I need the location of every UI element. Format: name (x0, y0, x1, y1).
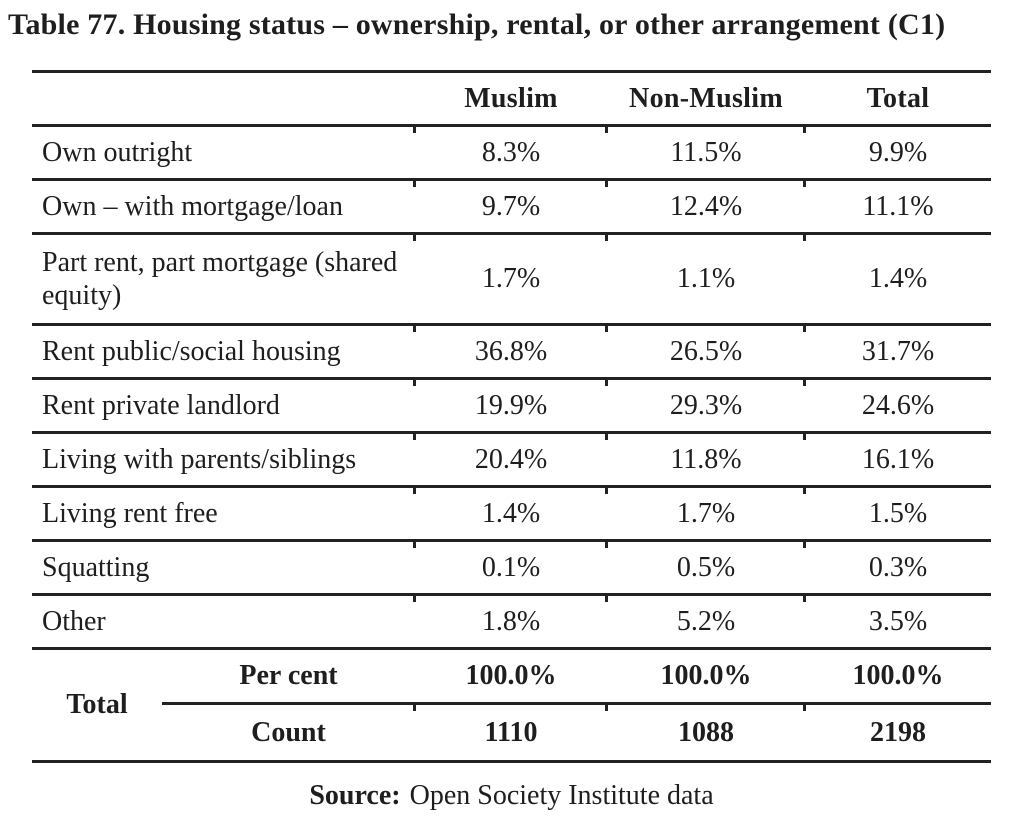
cell-muslim: 19.9% (413, 380, 607, 431)
cell-muslim: 1.7% (413, 235, 607, 323)
cell-muslim: 1.4% (413, 488, 607, 539)
column-header-non-muslim: Non-Muslim (629, 82, 783, 114)
cell-total: 31.7% (803, 326, 991, 377)
total-count-label: Count (251, 716, 326, 748)
row-label: Own – with mortgage/loan (42, 190, 343, 222)
cell-non-muslim: 11.5% (605, 127, 805, 178)
cell-muslim: 20.4% (413, 434, 607, 485)
table-row-living-rent-free: Living rent free 1.4% 1.7% 1.5% (32, 488, 991, 542)
cell-muslim: 0.1% (413, 542, 607, 593)
cell-total: 3.5% (803, 596, 991, 647)
table-row-rent-public: Rent public/social housing 36.8% 26.5% 3… (32, 326, 991, 380)
cell-non-muslim: 5.2% (605, 596, 805, 647)
header-empty-cell (32, 73, 415, 124)
cell-non-muslim: 29.3% (605, 380, 805, 431)
cell-total: 100.0% (852, 660, 944, 691)
total-block: Total Per cent 100.0% 100.0% 100.0% Coun… (32, 650, 991, 763)
housing-status-table: Muslim Non-Muslim Total Own outright 8.3… (32, 70, 991, 763)
cell-total: 1.5% (803, 488, 991, 539)
cell-total: 0.3% (803, 542, 991, 593)
cell-muslim: 36.8% (413, 326, 607, 377)
source-text: Open Society Institute data (409, 780, 714, 811)
table-title: Table 77. Housing status – ownership, re… (8, 8, 946, 41)
cell-total: 2198 (803, 705, 991, 760)
row-label: Living with parents/siblings (42, 443, 357, 475)
table-row-own-outright: Own outright 8.3% 11.5% 9.9% (32, 127, 991, 181)
row-label: Rent public/social housing (42, 335, 341, 367)
cell-total: 11.1% (803, 181, 991, 232)
total-sub-rows: Per cent 100.0% 100.0% 100.0% Count 1110… (162, 650, 991, 760)
table-row-squatting: Squatting 0.1% 0.5% 0.3% (32, 542, 991, 596)
row-label: Other (42, 605, 106, 637)
cell-non-muslim: 12.4% (605, 181, 805, 232)
source-line: Source: Open Society Institute data (32, 780, 991, 812)
cell-muslim: 1.8% (413, 596, 607, 647)
cell-total: 1.4% (803, 235, 991, 323)
row-label: Living rent free (42, 497, 218, 529)
row-label: Squatting (42, 551, 150, 583)
cell-muslim: 9.7% (413, 181, 607, 232)
column-header-muslim: Muslim (464, 82, 558, 114)
header-row: Muslim Non-Muslim Total (32, 73, 991, 127)
cell-muslim: 1110 (413, 705, 607, 760)
row-label: Part rent, part mortgage (shared equity) (42, 246, 398, 311)
cell-non-muslim: 26.5% (605, 326, 805, 377)
table-row-other: Other 1.8% 5.2% 3.5% (32, 596, 991, 650)
table-row-part-rent: Part rent, part mortgage (shared equity)… (32, 235, 991, 326)
cell-total: 16.1% (803, 434, 991, 485)
source-prefix: Source: (309, 780, 401, 811)
row-label: Rent private landlord (42, 389, 280, 421)
cell-non-muslim: 1088 (605, 705, 805, 760)
cell-non-muslim: 1.7% (605, 488, 805, 539)
table-row-own-mortgage: Own – with mortgage/loan 9.7% 12.4% 11.1… (32, 181, 991, 235)
cell-non-muslim: 1.1% (605, 235, 805, 323)
cell-total: 9.9% (803, 127, 991, 178)
column-header-total: Total (866, 82, 930, 114)
table-row-living-with-parents: Living with parents/siblings 20.4% 11.8%… (32, 434, 991, 488)
table-row-rent-private: Rent private landlord 19.9% 29.3% 24.6% (32, 380, 991, 434)
row-label: Own outright (42, 136, 193, 168)
cell-non-muslim: 0.5% (605, 542, 805, 593)
total-percent-label: Per cent (239, 660, 338, 691)
total-label: Total (66, 689, 128, 720)
total-percent-row: Per cent 100.0% 100.0% 100.0% (162, 650, 991, 705)
cell-muslim: 100.0% (465, 660, 557, 691)
cell-non-muslim: 11.8% (605, 434, 805, 485)
total-count-row: Count 1110 1088 2198 (162, 705, 991, 760)
cell-total: 24.6% (803, 380, 991, 431)
cell-muslim: 8.3% (413, 127, 607, 178)
cell-non-muslim: 100.0% (660, 660, 752, 691)
